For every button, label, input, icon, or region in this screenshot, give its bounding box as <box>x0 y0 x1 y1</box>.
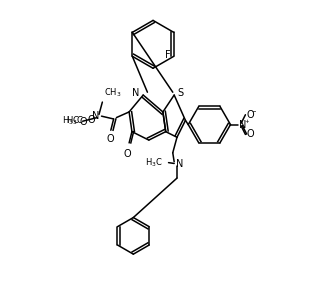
Text: N: N <box>132 88 140 98</box>
Text: H$_3$C: H$_3$C <box>145 156 163 169</box>
Text: N: N <box>92 111 99 121</box>
Text: $^+$: $^+$ <box>243 119 250 128</box>
Text: N: N <box>176 159 183 169</box>
Text: CH$_3$: CH$_3$ <box>104 87 121 99</box>
Text: N: N <box>239 120 246 130</box>
Text: $^-$: $^-$ <box>250 108 257 117</box>
Text: F: F <box>165 50 171 60</box>
Text: O: O <box>246 129 254 140</box>
Text: O: O <box>246 110 254 120</box>
Text: S: S <box>178 88 184 98</box>
Text: O: O <box>107 134 115 144</box>
Text: H$_3$C: H$_3$C <box>66 114 83 127</box>
Text: O: O <box>80 117 87 127</box>
Text: O: O <box>124 149 131 158</box>
Text: H$_3$C: H$_3$C <box>62 115 80 127</box>
Text: O: O <box>87 115 95 125</box>
